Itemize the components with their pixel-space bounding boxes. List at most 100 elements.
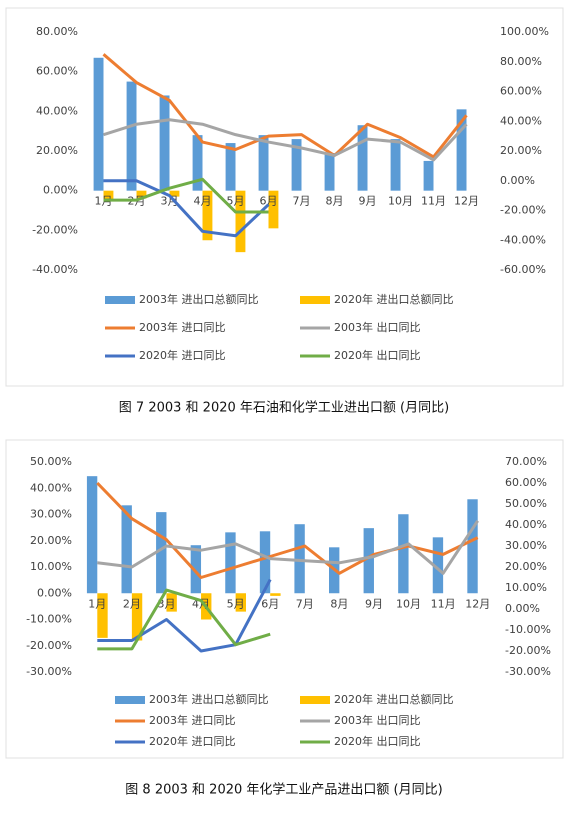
y2-tick-label: 60.00% [500, 85, 542, 98]
y2-tick-label: 70.00% [505, 455, 547, 468]
bar [363, 528, 374, 594]
y2-tick-label: 10.00% [505, 581, 547, 594]
bar [467, 499, 478, 594]
y2-tick-label: 0.00% [500, 174, 535, 187]
y2-tick-label: 20.00% [505, 560, 547, 573]
x-tick-label: 9月 [359, 195, 377, 208]
line [103, 177, 269, 214]
y2-tick-label: 60.00% [505, 476, 547, 489]
bar [131, 593, 143, 641]
y-tick-label: 60.00% [36, 65, 78, 78]
y2-tick-label: 40.00% [505, 518, 547, 531]
y-tick-label: 20.00% [36, 144, 78, 157]
x-tick-label: 9月 [365, 597, 383, 610]
line [97, 588, 271, 651]
x-tick-label: 8月 [326, 195, 344, 208]
y-tick-label: -40.00% [32, 263, 78, 276]
x-tick-label: 10月 [396, 597, 421, 610]
y2-tick-label: -30.00% [505, 665, 551, 678]
bar [291, 139, 302, 191]
x-tick-label: 11月 [421, 195, 446, 208]
legend-label: 2003年 进口同比 [149, 713, 236, 727]
bar [169, 190, 180, 197]
y-tick-label: 10.00% [30, 560, 72, 573]
bar [136, 190, 147, 199]
bar [270, 593, 281, 596]
y-tick-label: 40.00% [36, 104, 78, 117]
bar [202, 190, 213, 241]
x-tick-label: 1月 [88, 597, 106, 610]
legend-swatch [300, 296, 330, 304]
legend-label: 2003年 进出口总额同比 [139, 292, 259, 306]
y2-tick-label: 80.00% [500, 55, 542, 68]
x-tick-label: 6月 [260, 195, 278, 208]
x-tick-label: 6月 [261, 597, 279, 610]
legend-label: 2020年 进口同比 [149, 734, 236, 748]
y-tick-label: 0.00% [43, 184, 78, 197]
bar [121, 505, 132, 594]
y2-tick-label: 100.00% [500, 25, 549, 38]
y-tick-label: 80.00% [36, 25, 78, 38]
y2-tick-label: 30.00% [505, 539, 547, 552]
bar [258, 135, 269, 191]
y2-tick-label: -10.00% [505, 623, 551, 636]
y2-tick-label: -20.00% [500, 204, 546, 217]
x-tick-label: 4月 [194, 195, 212, 208]
legend-label: 2020年 出口同比 [334, 348, 421, 362]
bar [294, 524, 305, 594]
y-tick-label: 50.00% [30, 455, 72, 468]
bar [390, 139, 401, 191]
line [97, 519, 479, 575]
bar [235, 190, 246, 253]
x-tick-label: 12月 [454, 195, 479, 208]
x-tick-label: 2月 [123, 597, 141, 610]
y-tick-label: -10.00% [26, 613, 72, 626]
x-tick-label: 12月 [465, 597, 490, 610]
chart-panel [5, 7, 564, 387]
bar [166, 593, 177, 612]
x-tick-label: 7月 [296, 597, 314, 610]
bar [357, 125, 368, 191]
y2-tick-label: -20.00% [505, 644, 551, 657]
y2-tick-label: 0.00% [505, 602, 540, 615]
legend-swatch [115, 696, 145, 704]
bar [398, 514, 409, 594]
y2-tick-label: -40.00% [500, 233, 546, 246]
y-tick-label: 20.00% [30, 534, 72, 547]
bar [259, 531, 271, 594]
bar [225, 532, 236, 594]
x-tick-label: 10月 [388, 195, 413, 208]
y-tick-label: -20.00% [32, 223, 78, 236]
line [97, 578, 272, 653]
legend-label: 2020年 进出口总额同比 [334, 292, 454, 306]
legend-swatch [105, 296, 135, 304]
legend-label: 2003年 进口同比 [139, 320, 226, 334]
legend-swatch [300, 696, 330, 704]
y2-tick-label: 20.00% [500, 144, 542, 157]
caption: 图 7 2003 和 2020 年石油和化学工业进出口额 (月同比) [119, 400, 449, 416]
bar [423, 160, 434, 191]
bar [192, 135, 203, 191]
bar [268, 190, 279, 229]
bar [432, 537, 444, 594]
line [102, 53, 468, 159]
x-tick-label: 5月 [227, 195, 245, 208]
legend-label: 2003年 出口同比 [334, 713, 421, 727]
y-tick-label: 40.00% [30, 481, 72, 494]
bar [225, 143, 236, 191]
line [103, 118, 468, 162]
bar [103, 190, 114, 201]
y-tick-label: -20.00% [26, 639, 72, 652]
line [103, 179, 270, 238]
y2-tick-label: 40.00% [500, 114, 542, 127]
legend-label: 2020年 进口同比 [139, 348, 226, 362]
y-tick-label: 30.00% [30, 508, 72, 521]
legend-label: 2020年 进出口总额同比 [334, 692, 454, 706]
bar [86, 476, 98, 594]
x-tick-label: 11月 [431, 597, 456, 610]
bar [159, 95, 170, 191]
legend-label: 2020年 出口同比 [334, 734, 421, 748]
y2-tick-label: 50.00% [505, 497, 547, 510]
bar [93, 57, 104, 191]
